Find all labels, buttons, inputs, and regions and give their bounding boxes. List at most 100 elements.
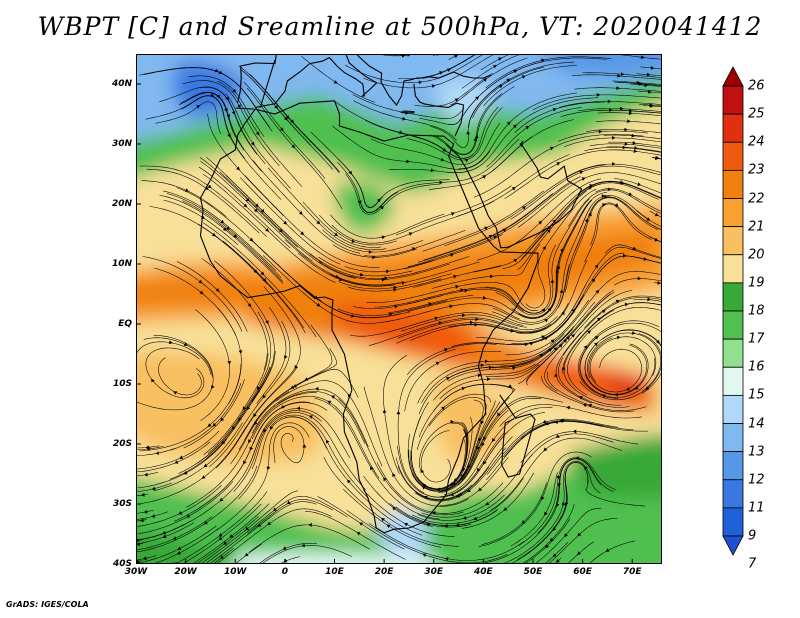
streamline-arrow bbox=[620, 72, 625, 76]
streamline-arrow bbox=[334, 232, 338, 236]
streamline-arrow bbox=[450, 419, 455, 424]
colorbar-label: 15 bbox=[748, 387, 765, 403]
streamline-arrow bbox=[145, 445, 150, 450]
streamline-arrow bbox=[473, 516, 478, 521]
streamline-arrow bbox=[392, 506, 397, 511]
colorbar-swatch bbox=[722, 394, 744, 424]
colorbar-swatch bbox=[722, 254, 744, 284]
streamline-arrow bbox=[435, 361, 440, 366]
streamline-arrow bbox=[218, 70, 223, 74]
streamline-arrow bbox=[633, 149, 638, 153]
streamline-arrow bbox=[442, 148, 447, 152]
streamline-arrow bbox=[564, 502, 569, 506]
streamline-arrow bbox=[484, 359, 489, 364]
streamline-arrow bbox=[438, 321, 443, 325]
streamline-arrow bbox=[550, 279, 555, 283]
streamline bbox=[136, 525, 217, 564]
streamline bbox=[222, 240, 304, 329]
streamline-arrow bbox=[546, 229, 551, 233]
streamline-arrow bbox=[552, 527, 557, 531]
streamline-arrow bbox=[450, 253, 454, 257]
streamline-arrow bbox=[475, 96, 479, 100]
streamline bbox=[468, 61, 575, 128]
streamline bbox=[472, 66, 545, 119]
streamline-arrow bbox=[579, 396, 583, 400]
streamline bbox=[330, 261, 480, 286]
coastline bbox=[416, 71, 492, 79]
streamline-arrow bbox=[151, 378, 155, 383]
streamline-arrow bbox=[566, 405, 570, 410]
lat-label: 30N bbox=[111, 139, 132, 149]
colorbar-label: 20 bbox=[748, 247, 765, 263]
streamline-arrow bbox=[541, 335, 546, 339]
streamline bbox=[514, 101, 606, 134]
streamline bbox=[248, 524, 370, 553]
streamline-arrow bbox=[151, 514, 156, 518]
streamline-arrow bbox=[498, 84, 503, 89]
colorbar-swatch bbox=[722, 226, 744, 256]
streamline-arrow bbox=[561, 311, 565, 316]
streamline bbox=[413, 265, 502, 288]
streamline-arrow bbox=[393, 285, 398, 290]
streamline bbox=[346, 510, 508, 564]
streamline bbox=[209, 501, 317, 564]
streamline-arrow bbox=[487, 377, 491, 381]
streamline-arrow bbox=[544, 318, 549, 323]
streamline-arrow bbox=[176, 551, 181, 555]
streamline-arrow bbox=[347, 479, 351, 484]
streamline-arrow bbox=[263, 428, 267, 433]
streamline-arrow bbox=[646, 217, 651, 221]
streamline-arrow bbox=[211, 385, 215, 390]
colorbar-label: 17 bbox=[748, 331, 765, 347]
streamline-arrow bbox=[624, 142, 629, 146]
streamline-arrow bbox=[232, 88, 236, 93]
streamline-arrow bbox=[370, 466, 374, 471]
lat-label: 30S bbox=[112, 499, 132, 509]
streamline bbox=[554, 557, 562, 564]
streamline-arrow bbox=[316, 303, 321, 307]
streamline bbox=[562, 297, 662, 356]
streamline bbox=[505, 299, 590, 356]
streamline-arrow bbox=[458, 492, 463, 496]
streamline-arrow bbox=[262, 394, 267, 399]
streamline-arrow bbox=[236, 166, 240, 171]
lat-label: 40S bbox=[112, 559, 132, 569]
lon-label: 30E bbox=[424, 567, 444, 577]
streamline bbox=[137, 425, 247, 505]
colorbar-swatch bbox=[722, 451, 744, 481]
streamline-arrow bbox=[172, 536, 177, 540]
streamline-arrow bbox=[628, 111, 633, 116]
streamline-arrow bbox=[243, 460, 247, 465]
streamline-arrow bbox=[544, 511, 548, 516]
streamline-arrow bbox=[199, 290, 204, 295]
streamline-arrow bbox=[529, 341, 534, 346]
streamline bbox=[567, 307, 662, 396]
streamline-arrow bbox=[506, 121, 511, 126]
coastline bbox=[237, 54, 277, 103]
streamline-arrow bbox=[607, 99, 612, 104]
streamline-arrow bbox=[237, 104, 241, 109]
colorbar-swatch bbox=[722, 366, 744, 396]
lat-label: 20S bbox=[112, 439, 132, 449]
streamline-arrow bbox=[628, 192, 633, 196]
streamline-arrow bbox=[162, 531, 166, 535]
streamline-arrow bbox=[453, 478, 458, 482]
streamline-arrow bbox=[359, 522, 364, 526]
streamline-arrow bbox=[396, 410, 401, 415]
streamline-arrow bbox=[279, 127, 284, 132]
streamline-arrow bbox=[493, 235, 498, 240]
streamline-arrow bbox=[557, 483, 562, 487]
streamline-arrow bbox=[648, 89, 652, 94]
colorbar-swatch bbox=[722, 169, 744, 199]
streamline-arrow bbox=[253, 413, 257, 418]
coastline bbox=[259, 59, 276, 109]
streamline-arrow bbox=[485, 501, 490, 506]
colorbar-label: 14 bbox=[748, 416, 765, 431]
streamline bbox=[484, 458, 602, 564]
streamline-arrow bbox=[368, 250, 373, 254]
streamline-arrow bbox=[654, 212, 659, 217]
streamline-arrow bbox=[376, 198, 381, 203]
lat-label: 40N bbox=[111, 79, 132, 89]
streamline-arrow bbox=[430, 168, 435, 173]
streamline-arrow bbox=[587, 330, 591, 334]
